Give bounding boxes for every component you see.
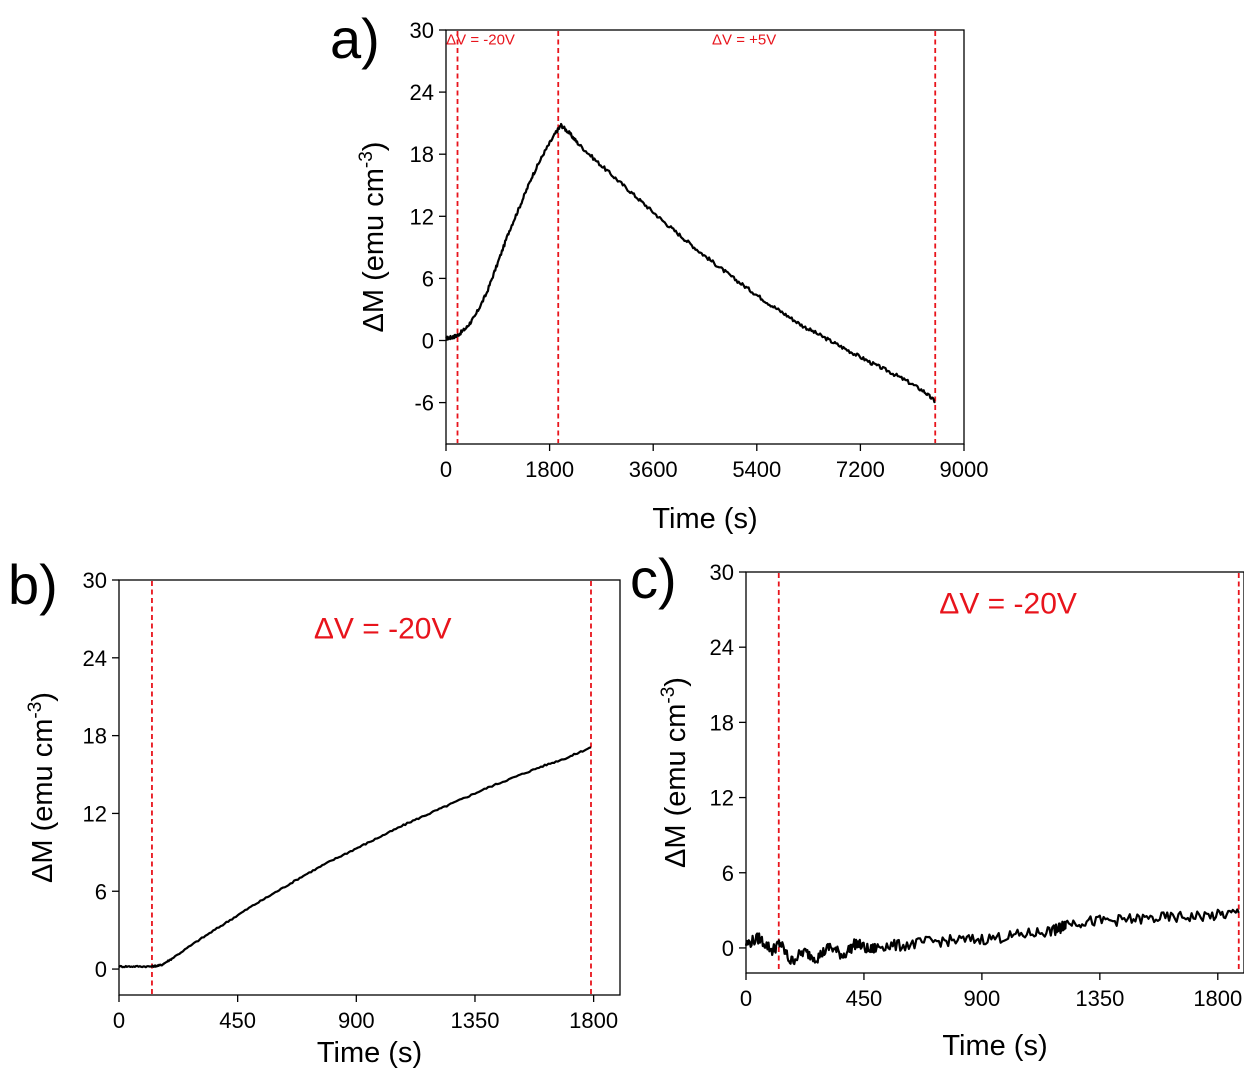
y-tick-label: 12 xyxy=(83,801,107,826)
y-tick-label: 12 xyxy=(710,786,734,811)
y-tick-label: 6 xyxy=(95,879,107,904)
delta-m-curve xyxy=(744,908,1240,966)
y-axis-title: ΔM (emu cm-3) xyxy=(25,692,59,883)
x-tick-label: 1800 xyxy=(1193,986,1242,1011)
y-axis-title-main: ΔM (emu cm xyxy=(660,704,692,868)
y-tick-label: 18 xyxy=(710,710,734,735)
panel-a: a) 0 1800 3600 5400 7200 9000 -6 0 6 12 18 24 30 Time … xyxy=(330,7,988,535)
y-tick-label: 30 xyxy=(710,560,734,585)
panel-letter: b) xyxy=(8,553,58,616)
y-axis-title-superscript: -3 xyxy=(356,151,377,168)
voltage-annotation: ΔV = -20V xyxy=(939,587,1077,620)
x-tick-label: 1350 xyxy=(450,1008,499,1033)
x-tick-label: 1350 xyxy=(1075,986,1124,1011)
y-axis-title-superscript: -3 xyxy=(658,687,679,704)
y-tick-label: 0 xyxy=(95,957,107,982)
plot-frame xyxy=(745,571,1244,974)
y-tick-label: 24 xyxy=(710,635,734,660)
panel-b: b) 0 450 900 1350 1800 0 6 12 18 24 30 Time (s) ΔM (e… xyxy=(8,553,621,1069)
panel-c: c) 0 450 900 1350 1800 0 6 12 18 24 30 Time (s) ΔM (e… xyxy=(630,547,1244,1062)
x-tick-label: 0 xyxy=(740,986,752,1011)
y-tick-label: 30 xyxy=(83,568,107,593)
plot-frame xyxy=(118,579,621,996)
x-tick-label: 5400 xyxy=(732,457,781,482)
x-tick-label: 900 xyxy=(964,986,1001,1011)
x-tick-label: 900 xyxy=(338,1008,375,1033)
y-tick-label: 6 xyxy=(722,861,734,886)
delta-m-curve xyxy=(445,122,936,404)
y-axis-title-close: ) xyxy=(660,677,692,687)
y-tick-label: 24 xyxy=(83,646,107,671)
y-axis-title-close: ) xyxy=(27,692,59,702)
x-tick-label: 9000 xyxy=(940,457,989,482)
y-tick-label: 24 xyxy=(410,80,434,105)
y-tick-label: -6 xyxy=(414,391,434,416)
panel-letter: c) xyxy=(630,547,677,610)
y-tick-label: 0 xyxy=(422,329,434,354)
panel-letter: a) xyxy=(330,7,380,70)
x-tick-label: 0 xyxy=(440,457,452,482)
y-axis-title-superscript: -3 xyxy=(25,702,46,719)
y-axis-title-main: ΔM (emu cm xyxy=(358,168,390,332)
y-tick-label: 6 xyxy=(422,266,434,291)
y-axis-title-main: ΔM (emu cm xyxy=(27,719,59,883)
y-tick-label: 18 xyxy=(410,142,434,167)
x-axis-title: Time (s) xyxy=(317,1037,422,1069)
x-axis-title: Time (s) xyxy=(652,503,757,535)
x-tick-label: 1800 xyxy=(525,457,574,482)
delta-m-curve xyxy=(118,746,592,969)
y-tick-label: 12 xyxy=(410,204,434,229)
x-tick-label: 7200 xyxy=(836,457,885,482)
plot-frame xyxy=(445,29,965,445)
voltage-annotation: ΔV = +5V xyxy=(712,31,776,48)
x-tick-label: 450 xyxy=(219,1008,256,1033)
voltage-annotation: ΔV = -20V xyxy=(314,612,452,645)
y-tick-label: 18 xyxy=(83,724,107,749)
x-tick-label: 450 xyxy=(846,986,883,1011)
x-tick-label: 1800 xyxy=(569,1008,618,1033)
y-axis-title: ΔM (emu cm-3) xyxy=(658,677,692,868)
y-tick-label: 30 xyxy=(410,18,434,43)
x-tick-label: 3600 xyxy=(629,457,678,482)
x-axis-title: Time (s) xyxy=(942,1030,1047,1062)
y-axis-title-close: ) xyxy=(358,142,390,152)
voltage-annotation: ΔV = -20V xyxy=(446,31,515,48)
x-tick-label: 0 xyxy=(113,1008,125,1033)
y-axis-title: ΔM (emu cm-3) xyxy=(356,142,390,333)
y-tick-label: 0 xyxy=(722,936,734,961)
